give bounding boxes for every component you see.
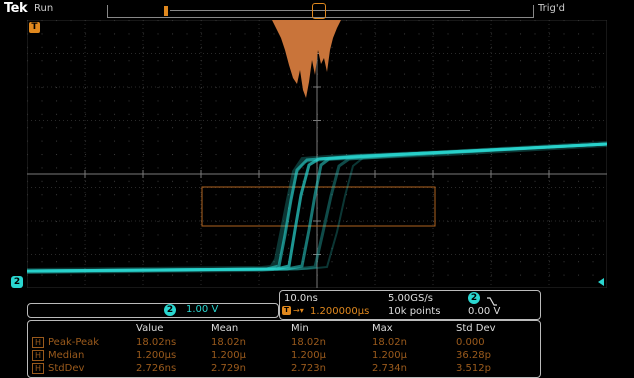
record-length: 10k points	[388, 306, 441, 317]
channel-2-badge: 2	[164, 304, 176, 316]
zoom-view-box[interactable]	[312, 3, 326, 19]
measurement-row[interactable]: H StdDev	[32, 363, 84, 374]
time-histogram	[272, 20, 341, 98]
col-header-stddev: Std Dev	[456, 323, 496, 334]
measurement-value: 2.726ns	[136, 363, 177, 374]
measurement-row[interactable]: H Median	[32, 350, 84, 361]
trigger-source-badge: 2	[468, 292, 480, 304]
histogram-measure-icon: H	[32, 363, 44, 374]
trigger-level-arrow-icon[interactable]	[598, 278, 604, 286]
histogram-gate-box[interactable]	[201, 186, 436, 227]
channel-scale-panel[interactable]: 2 1.00 V	[27, 303, 279, 318]
trigger-status: Trig'd	[538, 3, 565, 14]
measurement-name: Peak-Peak	[48, 337, 100, 348]
measurement-max: 18.02n	[372, 337, 407, 348]
measurement-min: 18.02n	[291, 337, 326, 348]
trigger-position-marker	[164, 6, 168, 16]
record-view-bar[interactable]	[107, 5, 534, 18]
channel-2-scale: 1.00 V	[186, 304, 219, 315]
measurement-min: 1.200µ	[291, 350, 326, 361]
measurement-mean: 18.02n	[211, 337, 246, 348]
measurement-stddev: 36.28p	[456, 350, 491, 361]
col-header-mean: Mean	[211, 323, 239, 334]
sample-rate: 5.00GS/s	[388, 293, 433, 304]
status-bar: Tek Run Trig'd	[0, 0, 634, 19]
measurement-name: StdDev	[48, 363, 85, 374]
measurement-max: 1.200µ	[372, 350, 407, 361]
acquisition-state[interactable]: Run	[34, 3, 54, 14]
measurement-stddev: 0.000	[456, 337, 485, 348]
measurement-max: 2.734n	[372, 363, 407, 374]
timebase-panel[interactable]: 10.0ns 5.00GS/s 2 T →▾ 1.200000µs 10k po…	[279, 290, 541, 320]
trigger-position-icon: T	[282, 306, 292, 316]
measurement-mean: 1.200µ	[211, 350, 246, 361]
col-header-min: Min	[291, 323, 309, 334]
falling-slope-icon	[486, 292, 498, 306]
brand-logo: Tek	[4, 1, 28, 16]
col-header-value: Value	[136, 323, 164, 334]
channel-2-level-marker[interactable]: 2	[11, 276, 23, 288]
measurement-value: 18.02ns	[136, 337, 177, 348]
histogram-measure-icon: H	[32, 350, 44, 361]
measurement-name: Median	[48, 350, 85, 361]
measurement-stddev: 3.512p	[456, 363, 491, 374]
measurement-value: 1.200µs	[136, 350, 177, 361]
measurement-row[interactable]: H Peak-Peak	[32, 337, 99, 348]
histogram-measure-icon: H	[32, 337, 44, 348]
measurement-min: 2.723n	[291, 363, 326, 374]
arrow-right-icon: →▾	[293, 306, 304, 315]
record-view-line	[170, 10, 470, 11]
col-header-max: Max	[372, 323, 393, 334]
time-per-division: 10.0ns	[284, 293, 318, 304]
trigger-level: 0.00 V	[468, 306, 501, 317]
grid-lines	[27, 20, 607, 288]
trigger-position: 1.200000µs	[310, 306, 370, 317]
measurements-panel[interactable]: Value Mean Min Max Std Dev H Peak-Peak 18…	[27, 320, 541, 378]
waveform-graticule[interactable]	[27, 20, 607, 288]
channel-2-waveform	[27, 141, 607, 274]
measurement-mean: 2.729n	[211, 363, 246, 374]
